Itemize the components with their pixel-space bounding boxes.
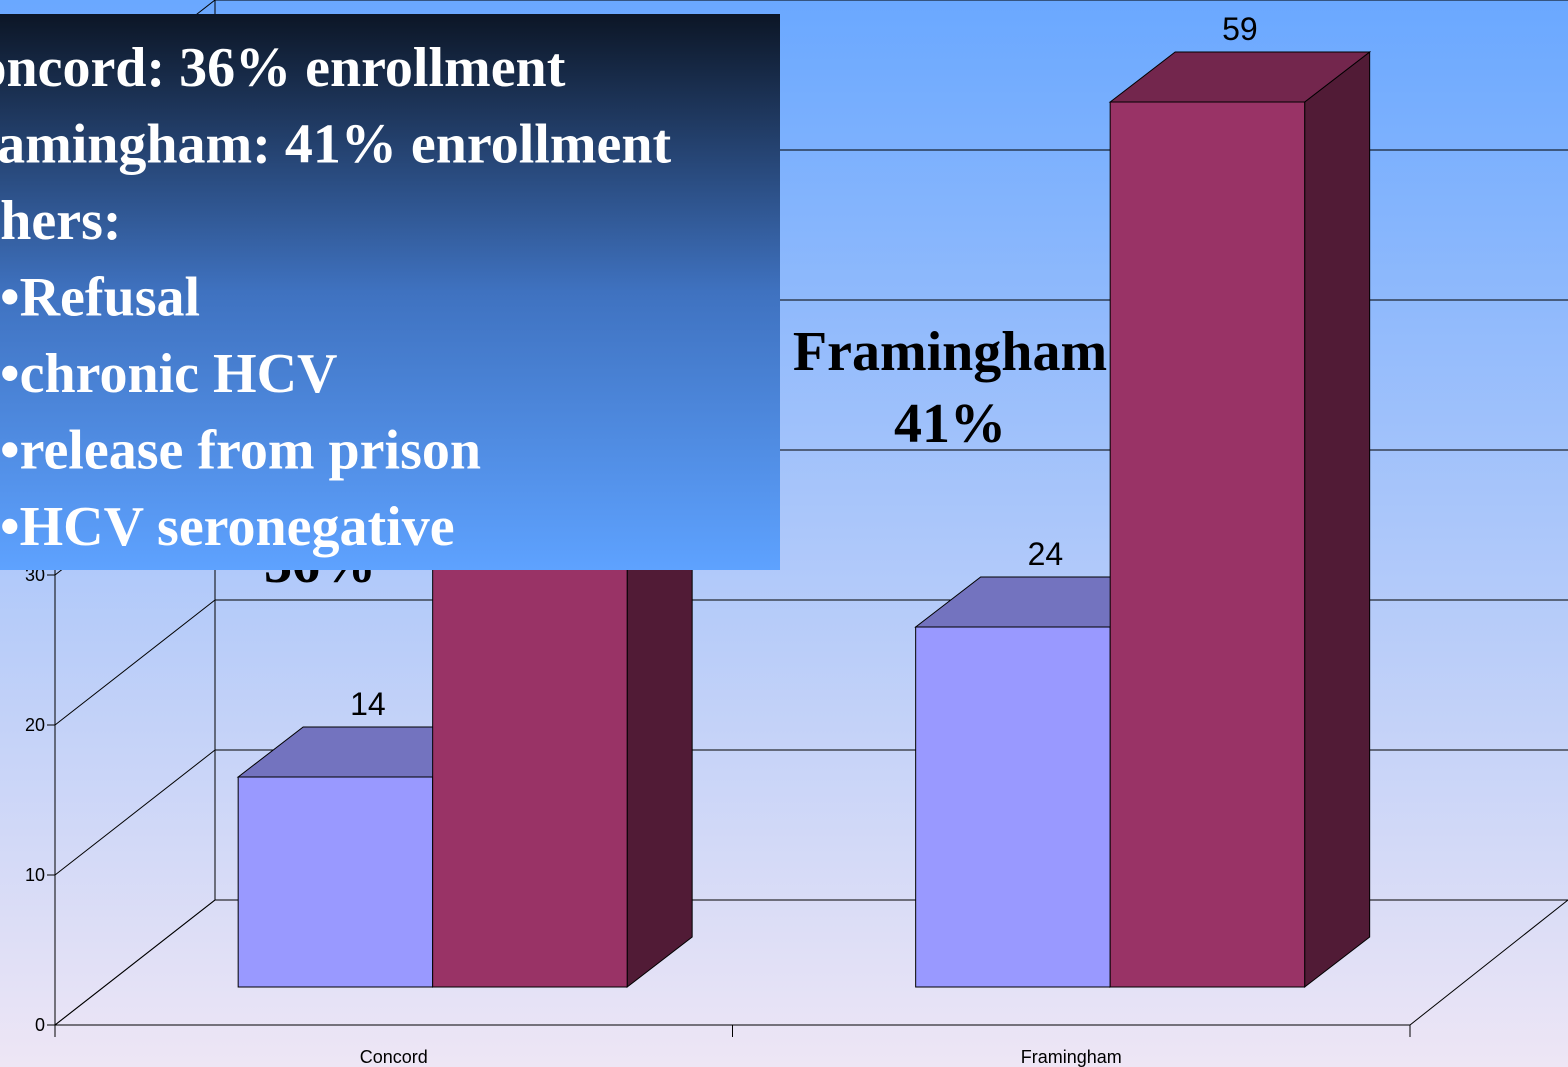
- annotation: Framingham: [793, 321, 1107, 383]
- value-label: 24: [1028, 536, 1064, 572]
- grid-line-side: [54, 749, 216, 876]
- text-box-line: •HCV seronegative: [0, 496, 455, 558]
- text-box-line: •release from prison: [0, 420, 481, 482]
- grid-line-side: [54, 899, 216, 1026]
- text-box-line: Framingham: 41% enrollment: [0, 114, 671, 176]
- text-box-line: •chronic HCV: [0, 343, 337, 405]
- x-tick-label: Concord: [360, 1047, 428, 1067]
- grid-line-side: [54, 599, 216, 726]
- text-box-line: Others:: [0, 190, 122, 252]
- bar: [915, 626, 1111, 988]
- annotation: 41%: [894, 393, 1006, 455]
- text-box-line: •Refusal: [0, 267, 200, 329]
- bar-side: [1304, 50, 1371, 989]
- value-label: 14: [350, 686, 386, 722]
- bar: [1109, 101, 1306, 988]
- text-box: [0, 14, 780, 570]
- x-tick-label: Framingham: [1021, 1047, 1122, 1067]
- y-tick-label: 10: [25, 865, 45, 885]
- bar: [237, 776, 434, 988]
- value-label: 59: [1222, 11, 1258, 47]
- y-tick-label: 0: [35, 1015, 45, 1035]
- y-tick-label: 20: [25, 715, 45, 735]
- text-box-line: Concord: 36% enrollment: [0, 37, 566, 99]
